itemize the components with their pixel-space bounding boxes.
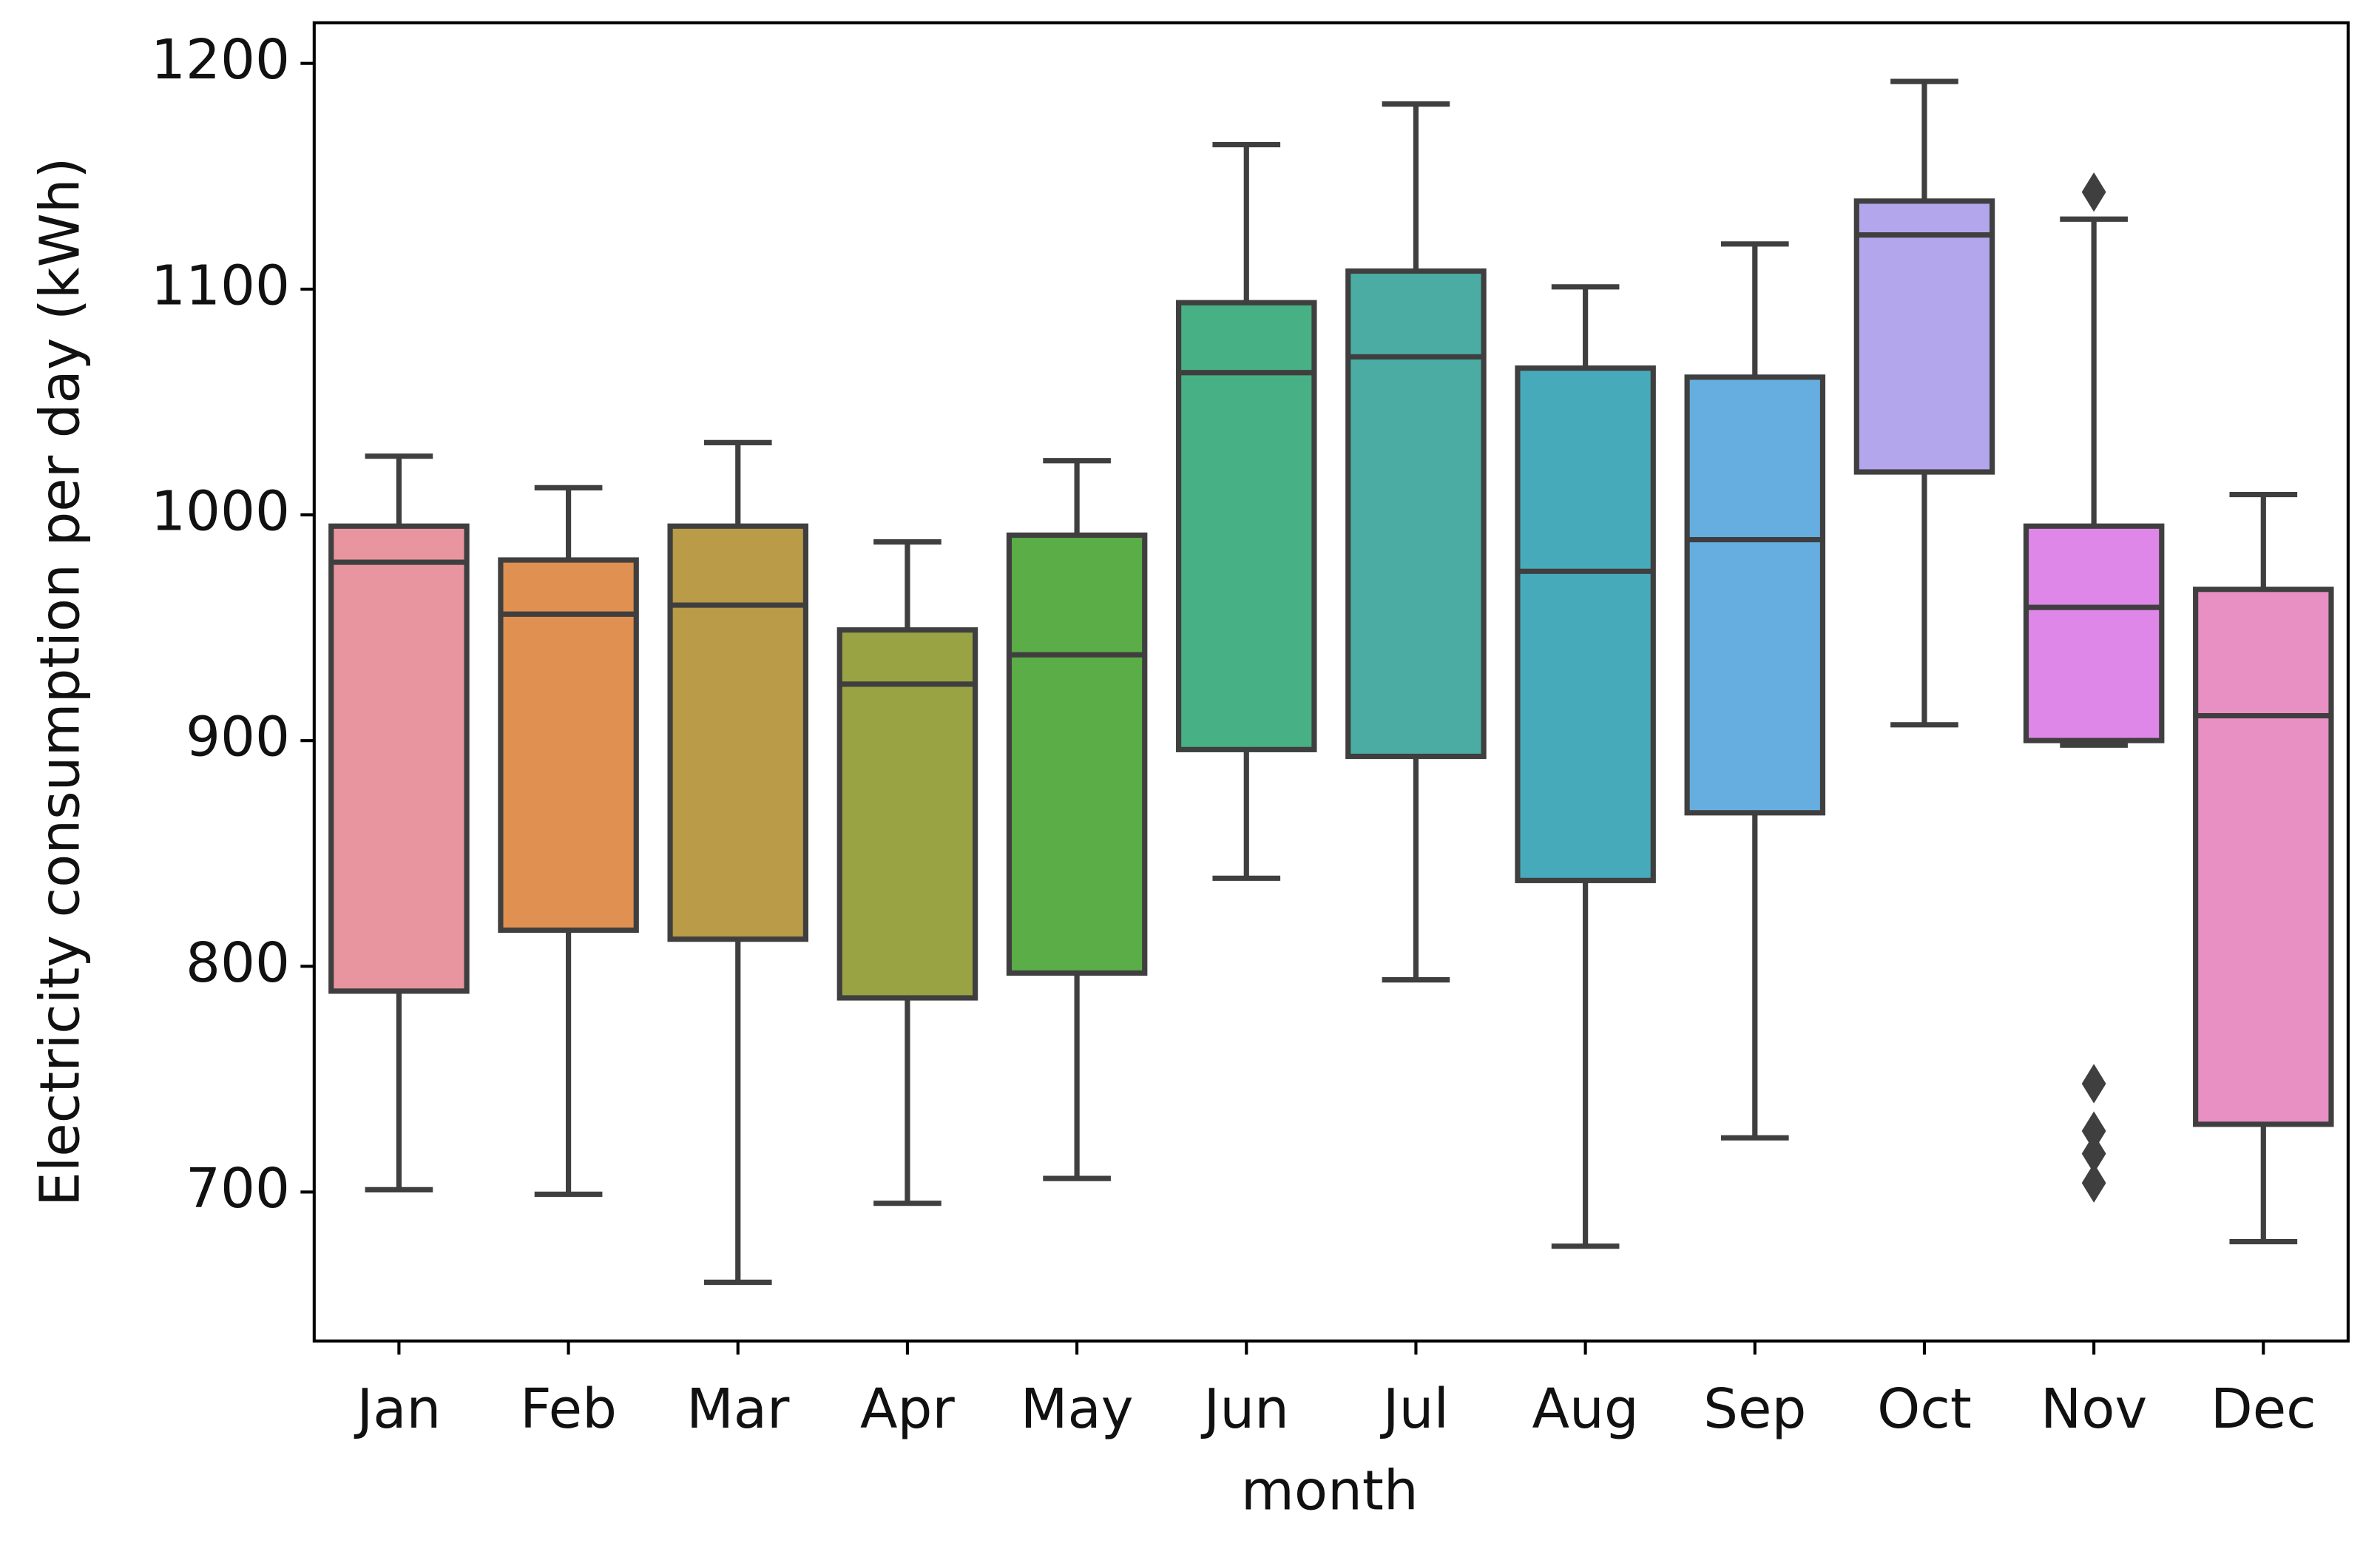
y-tick-label: 1200 xyxy=(151,28,290,92)
box xyxy=(1345,268,1487,760)
x-tick-label: Aug xyxy=(1532,1377,1639,1441)
x-tick-label: Jan xyxy=(354,1377,441,1441)
x-tick-label: May xyxy=(1021,1377,1134,1441)
x-tick-label: Apr xyxy=(860,1377,955,1441)
outlier xyxy=(2081,1163,2106,1203)
x-tick-label: Mar xyxy=(686,1377,790,1441)
x-tick-label: Feb xyxy=(520,1377,617,1441)
x-tick-label: Jun xyxy=(1201,1377,1289,1441)
box xyxy=(498,557,639,934)
x-tick-label: Sep xyxy=(1703,1377,1806,1441)
box xyxy=(328,523,470,994)
y-tick-label: 900 xyxy=(186,706,290,769)
y-tick-label: 1100 xyxy=(151,254,290,317)
y-tick-label: 800 xyxy=(186,931,290,995)
outlier xyxy=(2081,1111,2106,1151)
box xyxy=(667,523,809,942)
box xyxy=(2193,587,2334,1127)
plot-frame xyxy=(312,21,2350,1343)
x-tick-label: Jul xyxy=(1380,1377,1449,1441)
outlier xyxy=(2081,172,2106,212)
box xyxy=(1176,300,1317,752)
x-tick-label: Oct xyxy=(1877,1377,1972,1441)
box xyxy=(1853,198,1995,475)
x-axis-label: month xyxy=(1241,1459,1419,1523)
box xyxy=(836,627,978,1001)
x-tick-label: Dec xyxy=(2211,1377,2316,1441)
box xyxy=(1684,374,1826,816)
box xyxy=(1515,365,1656,883)
y-tick-label: 1000 xyxy=(151,480,290,544)
box xyxy=(2023,523,2165,743)
x-tick-label: Nov xyxy=(2041,1377,2147,1441)
y-axis-label: Electricity consumption per day (kWh) xyxy=(29,158,92,1206)
y-tick-label: 700 xyxy=(186,1157,290,1221)
outlier xyxy=(2081,1064,2106,1104)
box xyxy=(1006,532,1148,976)
